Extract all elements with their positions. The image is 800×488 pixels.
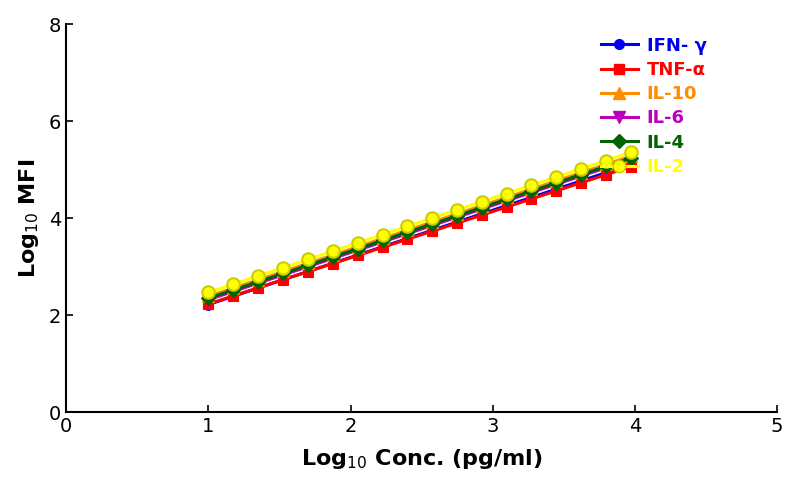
Legend: IFN- γ, TNF-α, IL-10, IL-6, IL-4, IL-2: IFN- γ, TNF-α, IL-10, IL-6, IL-4, IL-2 [594,29,714,183]
Y-axis label: Log$_{10}$ MFI: Log$_{10}$ MFI [17,159,41,278]
X-axis label: Log$_{10}$ Conc. (pg/ml): Log$_{10}$ Conc. (pg/ml) [301,447,542,471]
